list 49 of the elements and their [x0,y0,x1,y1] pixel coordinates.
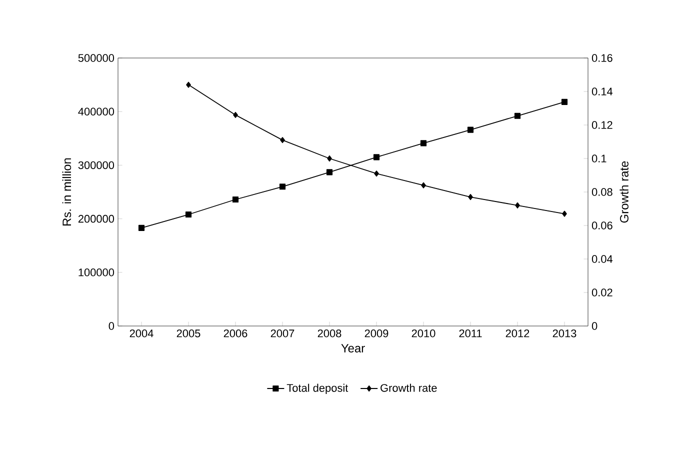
point [467,126,474,133]
point [562,210,567,217]
point [280,137,285,144]
y-tick-label: 300000 [78,161,114,170]
x-tick-label: 2012 [506,330,530,338]
point [186,82,191,88]
point [279,184,286,190]
point [373,154,380,160]
x-axis-title: Year [341,344,365,352]
point [232,196,239,203]
point [515,202,520,208]
point [468,194,473,200]
legend-label: Total deposit [286,384,348,394]
y2-tick-label: 0.04 [592,255,613,263]
x-tick-label: 2013 [552,330,576,338]
y2-tick-label: 0.02 [592,288,612,296]
point [326,169,333,176]
y2-tick-label: 0.08 [592,188,612,196]
x-tick-label: 2005 [176,330,200,338]
point [374,170,379,177]
point [421,182,426,188]
y2-axis-title: Growth rate [620,161,628,223]
point [233,112,238,118]
y2-tick-label: 0 [592,322,598,330]
y-tick-label: 200000 [78,214,114,223]
point [138,224,145,231]
point [185,211,192,218]
x-tick-label: 2009 [364,330,388,338]
x-tick-label: 2007 [270,330,294,338]
x-tick-label: 2008 [318,330,342,338]
x-tick-label: 2004 [130,330,154,338]
y2-tick-label: 0.16 [592,54,612,62]
y2-tick-label: 0.06 [592,222,612,230]
x-tick-label: 2010 [412,330,436,338]
x-tick-label: 2006 [224,330,248,338]
point [514,112,521,119]
y-tick-label: 100000 [78,268,114,276]
y-tick-label: 500000 [78,54,114,62]
y-tick-label: 0 [108,322,114,330]
y-tick-label: 400000 [78,108,114,116]
y-axis-title: Rs. in million [62,158,72,226]
legend-label: Growth rate [380,384,437,392]
y2-tick-label: 0.1 [592,154,606,162]
x-tick-label: 2011 [459,330,482,338]
point [327,155,332,162]
point [420,140,427,146]
y2-tick-label: 0.14 [592,88,613,96]
y2-tick-label: 0.12 [592,121,612,129]
point [561,98,568,105]
